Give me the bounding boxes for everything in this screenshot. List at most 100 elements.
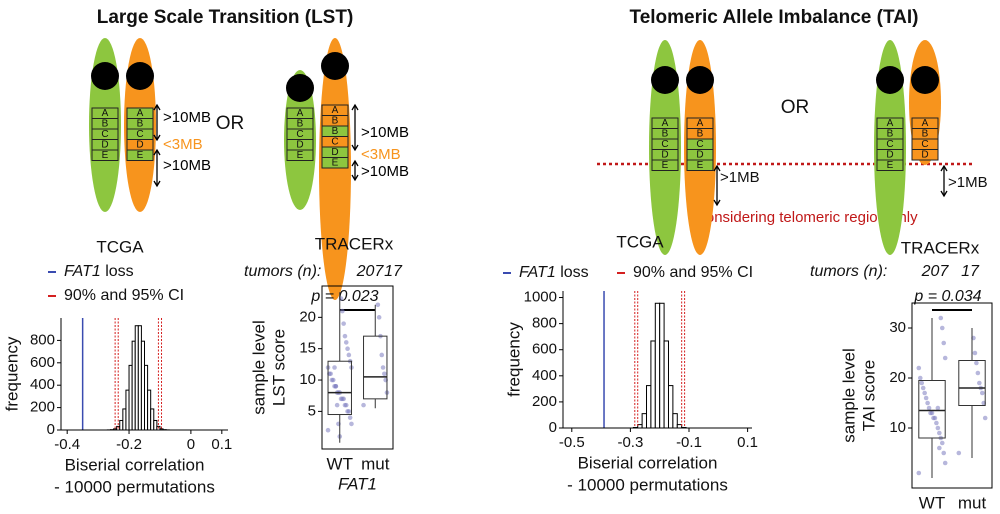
chart-title: TCGA (616, 232, 664, 251)
band-label: B (137, 119, 144, 130)
point (938, 315, 944, 321)
centromere (286, 74, 314, 102)
y-tick-label: 600 (532, 341, 557, 358)
arrowhead (713, 164, 721, 207)
band-label: D (921, 150, 928, 161)
x-tick-label: -0.3 (617, 434, 643, 451)
size-label: >1MB (948, 174, 988, 191)
point (916, 470, 922, 476)
point (334, 402, 340, 408)
point (333, 384, 339, 389)
x-tick-label: mut (361, 454, 390, 473)
legend-text: FAT1 (519, 264, 556, 281)
x-axis-label: - 10000 permutations (567, 475, 728, 494)
legend-label: FAT1 loss (519, 264, 589, 281)
p-label: p = 0.023 (310, 288, 378, 305)
size-label: >10MB (361, 163, 409, 180)
point (931, 415, 936, 421)
x-tick-label: -0.1 (676, 434, 702, 451)
band-label: B (922, 129, 929, 140)
bar (650, 340, 656, 429)
legend-text: 90% and 95% CI (633, 264, 753, 281)
point (329, 377, 335, 383)
point (922, 390, 927, 396)
box (958, 360, 986, 406)
legend-text: loss (560, 264, 588, 281)
plot-frame (911, 302, 993, 489)
band-label: A (137, 108, 144, 119)
size-label: <3MB (361, 146, 401, 163)
y-tick-label: 800 (30, 331, 55, 348)
y-axis-label: sample level (839, 348, 858, 443)
point (349, 421, 354, 427)
point (935, 405, 941, 411)
band-label: A (887, 118, 894, 129)
x-tick-label: -0.4 (54, 436, 80, 453)
x-tick-label: 0.1 (211, 436, 232, 453)
or-label: OR (216, 113, 245, 134)
band (286, 149, 314, 161)
point (982, 415, 988, 421)
or-label: OR (781, 97, 810, 118)
point (340, 308, 345, 314)
size-label: <3MB (163, 136, 203, 153)
band (651, 159, 679, 171)
point (934, 420, 939, 426)
y-axis-label: sample level (249, 320, 268, 415)
y-tick-label: 400 (30, 376, 55, 393)
y-tick-label: 30 (889, 319, 906, 336)
band-label: C (661, 139, 668, 150)
x-axis-label: Biserial correlation (578, 453, 718, 472)
arrowhead (351, 103, 359, 152)
point (925, 400, 930, 406)
size-label: >10MB (163, 157, 211, 174)
y-tick-label: 10 (299, 371, 316, 388)
point (977, 380, 982, 386)
band-label: A (102, 108, 109, 119)
point (376, 315, 382, 320)
band-label: E (102, 150, 109, 161)
centromere (911, 66, 939, 94)
band-label: C (296, 129, 303, 140)
legend-text: FAT1 (64, 263, 101, 280)
bar (667, 385, 674, 429)
x-axis-label: Biserial correlation (65, 455, 205, 474)
point (342, 333, 348, 339)
size-label: >10MB (163, 109, 211, 126)
x-tick-label: 0.1 (737, 434, 758, 451)
legend-label: 90% and 95% CI (64, 287, 184, 304)
band-label: C (886, 139, 893, 150)
band-label: E (137, 150, 144, 161)
band-label: B (887, 129, 894, 140)
y-tick-label: 0 (549, 419, 557, 436)
point (979, 390, 985, 396)
centromere (91, 62, 119, 90)
chart-title: TRACERx (901, 238, 980, 257)
point (346, 352, 352, 358)
point (941, 450, 947, 456)
band-label: A (332, 105, 339, 116)
point (972, 350, 978, 356)
point (975, 370, 981, 376)
band (126, 149, 154, 161)
n-value: 17 (961, 263, 980, 280)
band-label: E (662, 160, 669, 171)
band-label: A (697, 118, 704, 129)
point (347, 415, 353, 420)
y-tick-label: 200 (30, 399, 55, 416)
plot-frame (321, 285, 394, 450)
point (937, 445, 942, 451)
band-label: D (696, 150, 703, 161)
point (341, 321, 346, 326)
centromere (126, 62, 154, 90)
band-label: B (102, 119, 109, 130)
point (379, 352, 385, 358)
chart-title: TRACERx (315, 234, 394, 253)
panel-title: Large Scale Transition (LST) (97, 7, 354, 28)
point (380, 365, 386, 370)
x-axis-label: FAT1 (338, 474, 377, 493)
band-label: C (696, 139, 703, 150)
band-label: A (922, 118, 929, 129)
centromere (651, 66, 679, 94)
x-axis-label: - 10000 permutations (54, 477, 215, 496)
